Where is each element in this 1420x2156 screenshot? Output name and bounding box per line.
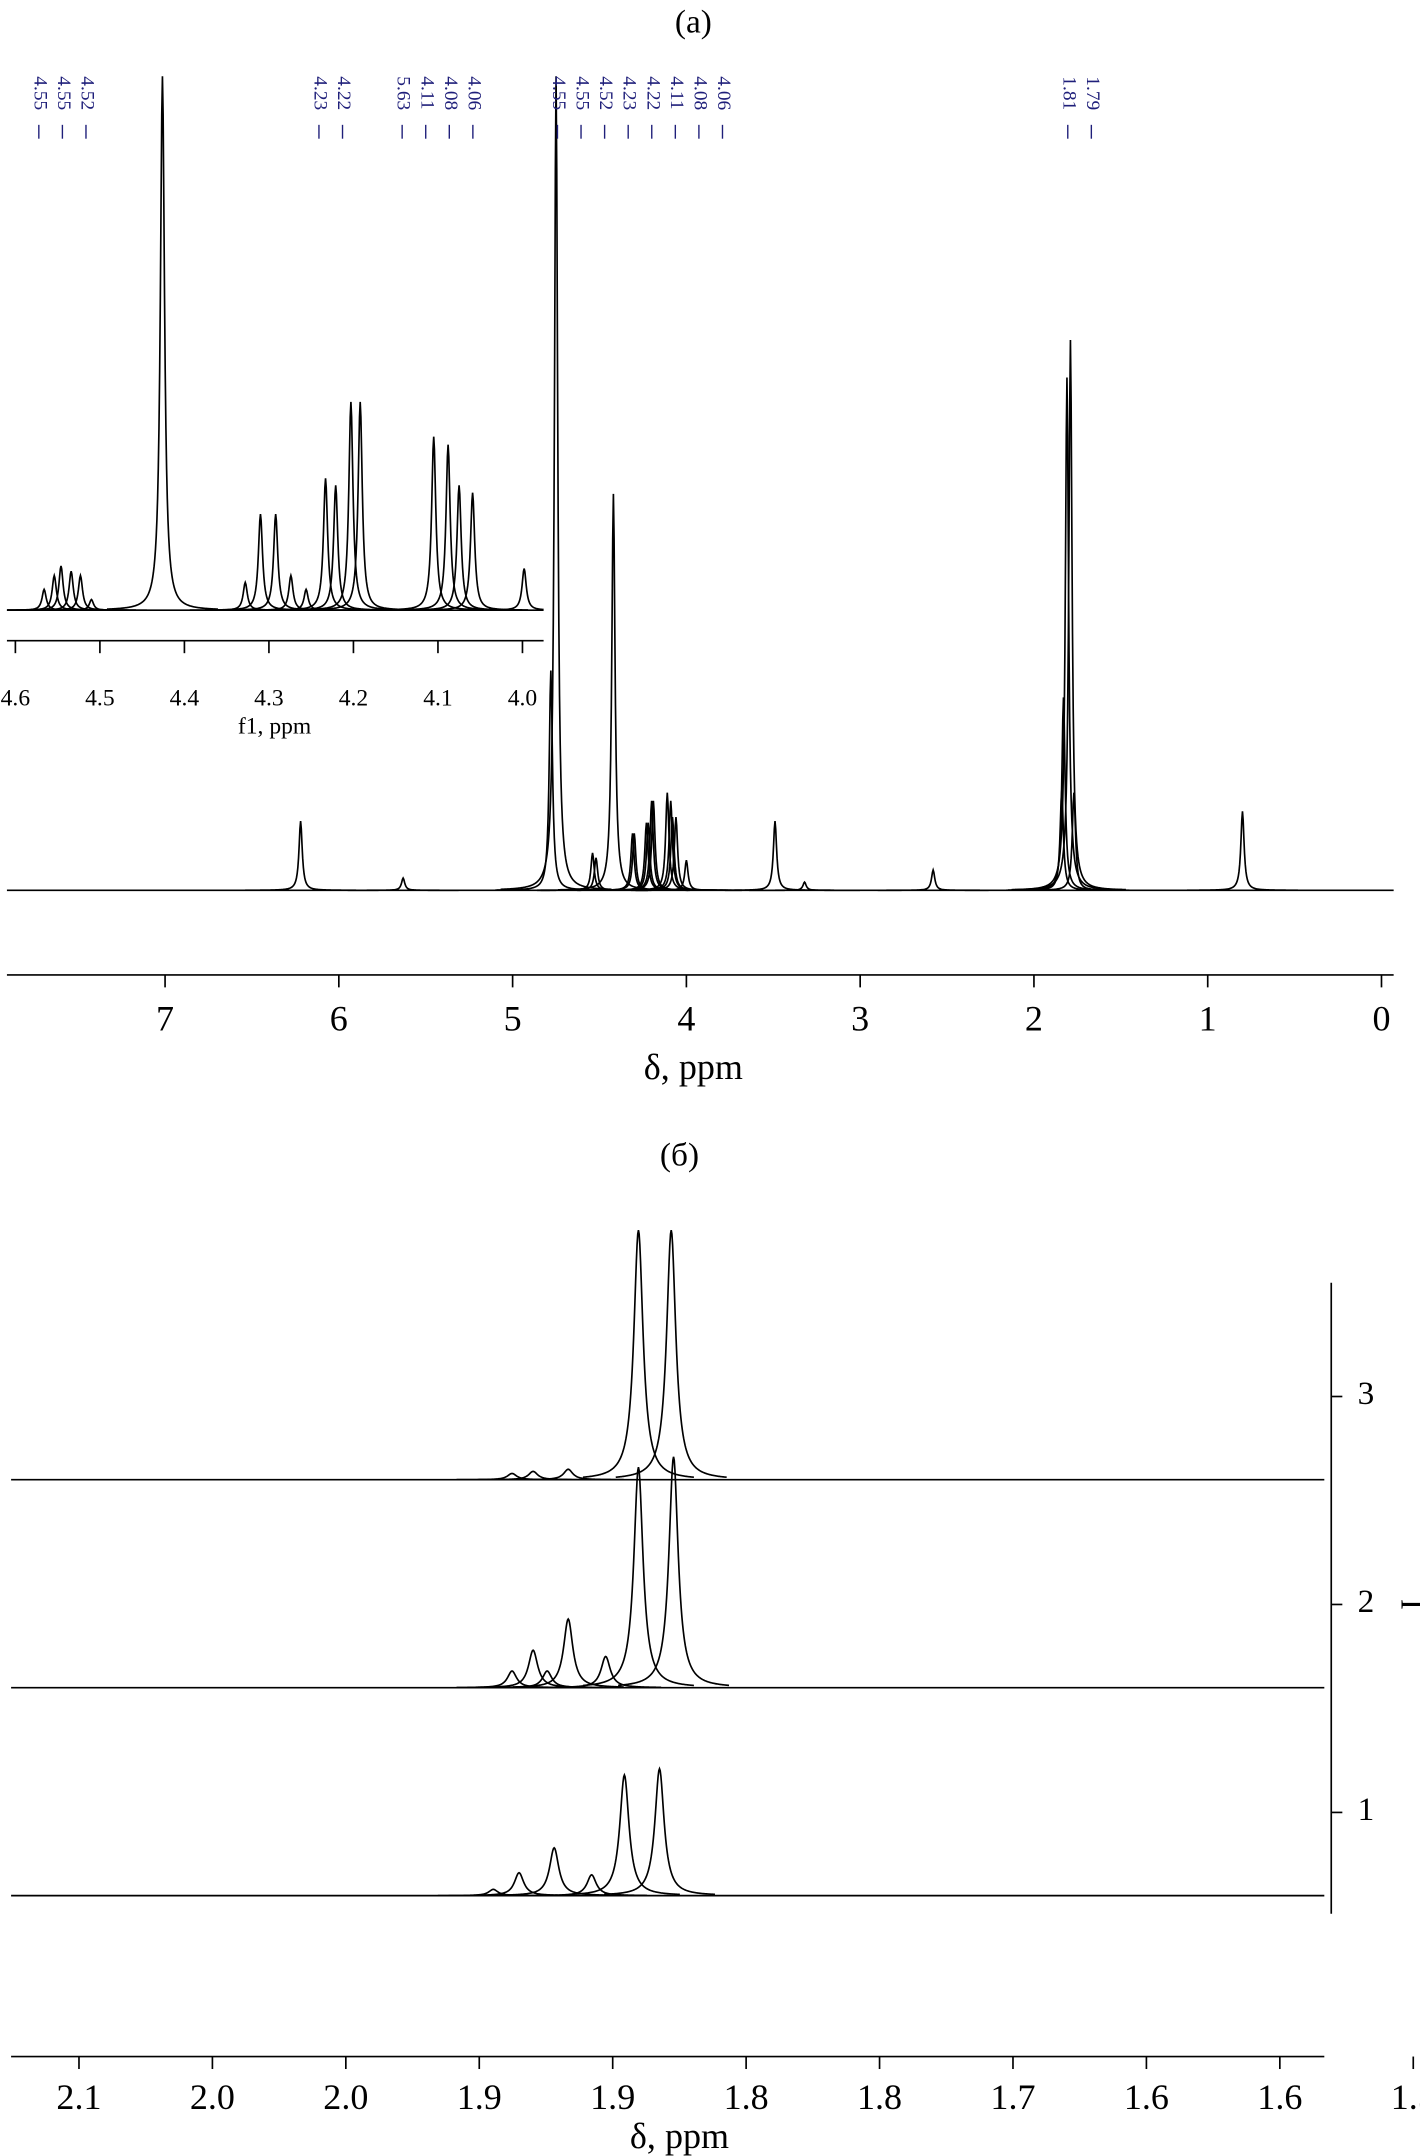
peak xyxy=(6,565,117,611)
x-tick-label: 4.4 xyxy=(170,686,200,712)
peak xyxy=(1014,340,1126,891)
x-tick-label: 4.6 xyxy=(1,686,31,712)
x-tick-label: 1.6 xyxy=(1257,2077,1302,2117)
x-tick-label: 1 xyxy=(1199,998,1217,1038)
peak xyxy=(512,1468,624,1481)
peak xyxy=(512,1617,624,1688)
y-tick-label: 2 xyxy=(1358,1583,1375,1620)
peak-annotation: 4.06 xyxy=(463,76,484,110)
peak xyxy=(615,1229,727,1479)
peak xyxy=(582,1467,694,1687)
x-tick-label: 6 xyxy=(330,998,348,1038)
x-tick-label: 4.2 xyxy=(339,686,368,712)
x-tick-label: 1.8 xyxy=(724,2077,769,2117)
peak xyxy=(1187,811,1298,892)
peak xyxy=(280,485,392,611)
peak xyxy=(1018,792,1130,892)
x-tick-label: 1.9 xyxy=(457,2077,502,2117)
peak xyxy=(568,1772,680,1896)
peak xyxy=(468,568,544,611)
peak-annotation: 4.52 xyxy=(595,76,616,110)
peak xyxy=(295,401,407,611)
peak xyxy=(719,821,831,892)
x-tick-label: 4.5 xyxy=(85,686,114,712)
x-tick-label: 2.1 xyxy=(56,2077,101,2117)
x-tick-label: 4 xyxy=(677,998,695,1038)
x-tick-label: 4.1 xyxy=(423,686,452,712)
panel-title: (б) xyxy=(660,1137,699,1174)
peak xyxy=(15,571,127,611)
y-axis-label: I xyxy=(1393,1599,1420,1610)
peak xyxy=(245,821,357,892)
x-tick-label: 5 xyxy=(504,998,522,1038)
peak-annotation: 4.08 xyxy=(689,76,710,110)
peak xyxy=(220,514,332,611)
x-tick-label: 7 xyxy=(156,998,174,1038)
peak xyxy=(456,1670,568,1689)
x-tick-label: 3 xyxy=(851,998,869,1038)
x-tick-label: 2.0 xyxy=(323,2077,368,2117)
peak-annotation: 1.79 xyxy=(1082,76,1103,110)
peak-annotation: 4.22 xyxy=(333,76,354,110)
peak xyxy=(7,587,100,611)
peak-annotation: 4.11 xyxy=(416,76,437,109)
x-tick-label: 2 xyxy=(1025,998,1043,1038)
x-tick-label: 1.6 xyxy=(1124,2077,1169,2117)
peak xyxy=(749,880,861,892)
peak xyxy=(250,587,362,611)
x-tick-label: 1.5 xyxy=(1391,2077,1420,2117)
peak-annotation: 4.23 xyxy=(619,76,640,110)
peak-annotation: 1.81 xyxy=(1058,76,1079,110)
peak xyxy=(204,514,316,611)
peak-annotation: 4.08 xyxy=(440,76,461,110)
y-tick-label: 3 xyxy=(1358,1375,1375,1412)
peak xyxy=(582,1229,694,1479)
peak xyxy=(877,867,989,892)
peak xyxy=(24,572,136,611)
peak xyxy=(550,1655,662,1689)
peak xyxy=(392,444,504,611)
x-tick-label: 4.0 xyxy=(508,686,537,712)
peak xyxy=(498,1846,610,1896)
peak xyxy=(477,1649,589,1689)
y-tick-label: 1 xyxy=(1358,1791,1375,1828)
peak xyxy=(603,1766,716,1896)
peak xyxy=(378,436,490,611)
peak xyxy=(477,1470,589,1481)
peak-annotation: 4.55 xyxy=(548,76,569,110)
peak xyxy=(536,1873,648,1897)
peak xyxy=(437,1888,549,1897)
peak xyxy=(403,485,515,611)
x-tick-label: 1.8 xyxy=(857,2077,902,2117)
peak xyxy=(347,876,459,892)
peak xyxy=(491,1670,603,1689)
peak-annotation: 4.55 xyxy=(572,76,593,110)
x-tick-label: 0 xyxy=(1372,998,1390,1038)
peak xyxy=(1011,377,1123,891)
peak-annotation: 4.52 xyxy=(77,76,98,110)
peak xyxy=(106,76,218,610)
peak-annotation: 4.55 xyxy=(29,76,50,110)
peak-annotation: 4.23 xyxy=(309,76,330,110)
x-tick-label: 2.0 xyxy=(190,2077,235,2117)
peak xyxy=(35,598,147,611)
peak xyxy=(500,76,612,891)
inset-x-axis-label: f1, ppm xyxy=(238,713,311,739)
peak xyxy=(463,1871,575,1897)
x-tick-label: 4.3 xyxy=(254,686,283,712)
panel-title: (a) xyxy=(675,4,712,41)
x-axis-label: δ, ppm xyxy=(644,1047,743,1087)
x-tick-label: 1.7 xyxy=(990,2077,1035,2117)
peak-annotation: 5.63 xyxy=(393,76,414,110)
peak-annotation: 4.55 xyxy=(53,76,74,110)
peak xyxy=(618,1456,730,1687)
peak-annotation: 4.22 xyxy=(642,76,663,110)
x-tick-label: 1.9 xyxy=(590,2077,635,2117)
x-axis-label: δ, ppm xyxy=(630,2116,729,2156)
peak xyxy=(417,492,529,611)
peak-annotation: 4.06 xyxy=(713,76,734,110)
peak-annotation: 4.11 xyxy=(666,76,687,109)
